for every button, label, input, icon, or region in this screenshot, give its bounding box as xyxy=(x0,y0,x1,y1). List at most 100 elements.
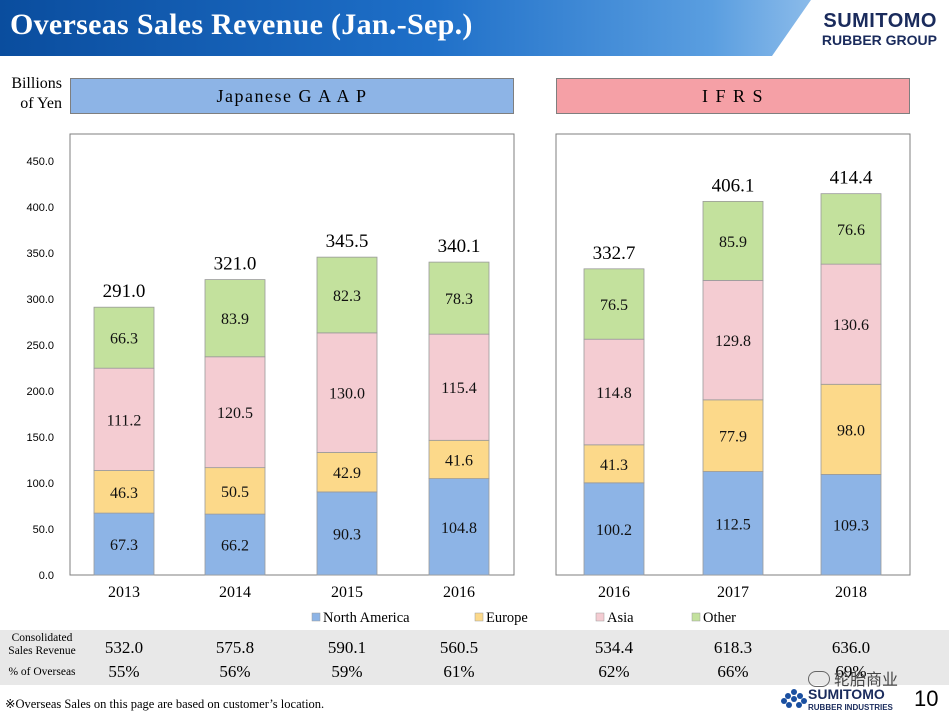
data-label-other: 83.9 xyxy=(221,311,249,328)
watermark-text: 轮胎商业 xyxy=(834,670,899,689)
legend-swatch-north-america xyxy=(311,612,321,622)
y-tick-label: 200.0 xyxy=(26,386,54,398)
legend-label-asia: Asia xyxy=(607,610,634,626)
y-axis-unit-label: Billions of Yen xyxy=(11,75,62,112)
data-label-europe: 42.9 xyxy=(333,465,361,482)
bar-segment-north-america xyxy=(702,471,764,576)
legend-swatch-other xyxy=(691,612,701,622)
bar-segment-asia xyxy=(204,356,266,469)
bar-segment-other xyxy=(702,200,764,281)
bar-segment-asia xyxy=(316,332,378,453)
ifrs-band: I F R S xyxy=(556,78,910,114)
data-label-europe: 50.5 xyxy=(221,484,249,501)
y-tick-label: 350.0 xyxy=(26,248,54,260)
legend-label-north-america: North America xyxy=(323,610,410,626)
bar-total-label: 291.0 xyxy=(103,281,146,302)
wechat-icon xyxy=(808,671,830,687)
data-label-other: 76.5 xyxy=(600,297,628,314)
bar-segment-other xyxy=(820,193,882,265)
x-tick-label: 2016 xyxy=(598,584,630,601)
sumitomo-logo-icon xyxy=(781,689,807,708)
data-label-other: 85.9 xyxy=(719,234,747,251)
data-label-asia: 130.0 xyxy=(329,386,365,403)
consolidated-value: 636.0 xyxy=(831,638,871,657)
data-label-north-america: 66.2 xyxy=(221,538,249,555)
title-bar: Overseas Sales Revenue (Jan.-Sep.) SUMIT… xyxy=(0,0,949,56)
data-label-north-america: 104.8 xyxy=(441,520,477,537)
data-label-europe: 46.3 xyxy=(110,485,138,502)
legend-swatch-asia xyxy=(595,612,605,622)
page-number: 10 xyxy=(914,686,939,711)
bar-total-label: 332.7 xyxy=(593,243,636,264)
x-tick-label: 2017 xyxy=(717,584,749,601)
bar-segment-other xyxy=(204,279,266,358)
bar-total-label: 406.1 xyxy=(712,175,755,196)
bar-segment-asia xyxy=(428,333,490,441)
y-tick-label: 0.0 xyxy=(39,570,54,582)
x-tick-label: 2014 xyxy=(219,584,251,601)
data-label-other: 82.3 xyxy=(333,288,361,305)
data-label-asia: 114.8 xyxy=(596,385,631,402)
bar-segment-europe xyxy=(93,470,155,514)
x-tick-label: 2013 xyxy=(108,584,140,601)
data-label-north-america: 109.3 xyxy=(833,518,869,535)
watermark: 轮胎商业 xyxy=(808,666,898,690)
bar-total-label: 321.0 xyxy=(214,254,257,275)
row-label-overseas-pct: % of Overseas xyxy=(8,666,76,678)
logo-text-sub: RUBBER GROUP xyxy=(821,32,937,48)
consolidated-value: 534.4 xyxy=(594,638,634,657)
overseas-pct-value: 59% xyxy=(331,662,363,681)
overseas-pct-value: 55% xyxy=(108,662,140,681)
bar-segment-europe xyxy=(820,383,882,475)
bar-segment-europe xyxy=(428,439,490,479)
stacked-bar-chart: 0.0 50.0 100.0 150.0 200.0 250.0 300.0 350.0 400… xyxy=(26,133,911,626)
consolidated-value: 560.5 xyxy=(439,638,479,657)
y-tick-label: 50.0 xyxy=(33,524,54,536)
bar-total-label: 414.4 xyxy=(830,168,873,189)
data-label-europe: 41.6 xyxy=(445,452,473,469)
data-label-asia: 129.8 xyxy=(715,333,751,350)
consolidated-value: 618.3 xyxy=(713,638,753,657)
data-label-asia: 120.5 xyxy=(217,405,253,422)
consolidated-value: 590.1 xyxy=(327,638,367,657)
data-label-europe: 98.0 xyxy=(837,422,865,439)
bar-segment-north-america xyxy=(316,491,378,576)
bar-segment-other xyxy=(316,256,378,334)
data-label-north-america: 90.3 xyxy=(333,526,361,543)
consolidated-value: 575.8 xyxy=(215,638,255,657)
data-label-asia: 115.4 xyxy=(441,380,476,397)
bar-segment-europe xyxy=(204,467,266,515)
y-tick-label: 250.0 xyxy=(26,340,54,352)
bar-segment-other xyxy=(93,306,155,369)
data-label-other: 76.6 xyxy=(837,222,865,239)
legend-label-europe: Europe xyxy=(486,610,528,626)
y-tick-label: 100.0 xyxy=(26,478,54,490)
data-label-north-america: 67.3 xyxy=(110,537,138,554)
legend-swatch-europe xyxy=(474,612,484,622)
data-label-asia: 130.6 xyxy=(833,317,869,334)
data-label-north-america: 100.2 xyxy=(596,522,632,539)
overseas-pct-value: 66% xyxy=(717,662,749,681)
row-label-consolidated: Consolidated Sales Revenue xyxy=(8,632,76,657)
bar-total-label: 345.5 xyxy=(326,231,369,252)
bar-segment-other xyxy=(583,268,645,340)
page-title: Overseas Sales Revenue (Jan.-Sep.) xyxy=(10,8,473,41)
bottom-logo-text: SUMITOMO xyxy=(808,686,885,702)
x-tick-label: 2015 xyxy=(331,584,363,601)
bar-segment-europe xyxy=(316,452,378,493)
data-label-other: 78.3 xyxy=(445,291,473,308)
x-tick-label: 2016 xyxy=(443,584,475,601)
summary-table: Consolidated Sales Revenue % of Overseas… xyxy=(0,630,949,685)
data-label-europe: 41.3 xyxy=(600,457,628,474)
bar-segment-north-america xyxy=(820,474,882,576)
y-tick-label: 300.0 xyxy=(26,294,54,306)
bar-segment-north-america xyxy=(93,512,155,576)
bar-segment-europe xyxy=(583,444,645,484)
y-tick-label: 150.0 xyxy=(26,432,54,444)
x-tick-label: 2018 xyxy=(835,584,867,601)
bar-total-label: 340.1 xyxy=(438,236,481,257)
legend-label-other: Other xyxy=(703,610,736,626)
bar-segment-north-america xyxy=(583,482,645,576)
y-tick-label: 400.0 xyxy=(26,202,54,214)
consolidated-value: 532.0 xyxy=(104,638,144,657)
